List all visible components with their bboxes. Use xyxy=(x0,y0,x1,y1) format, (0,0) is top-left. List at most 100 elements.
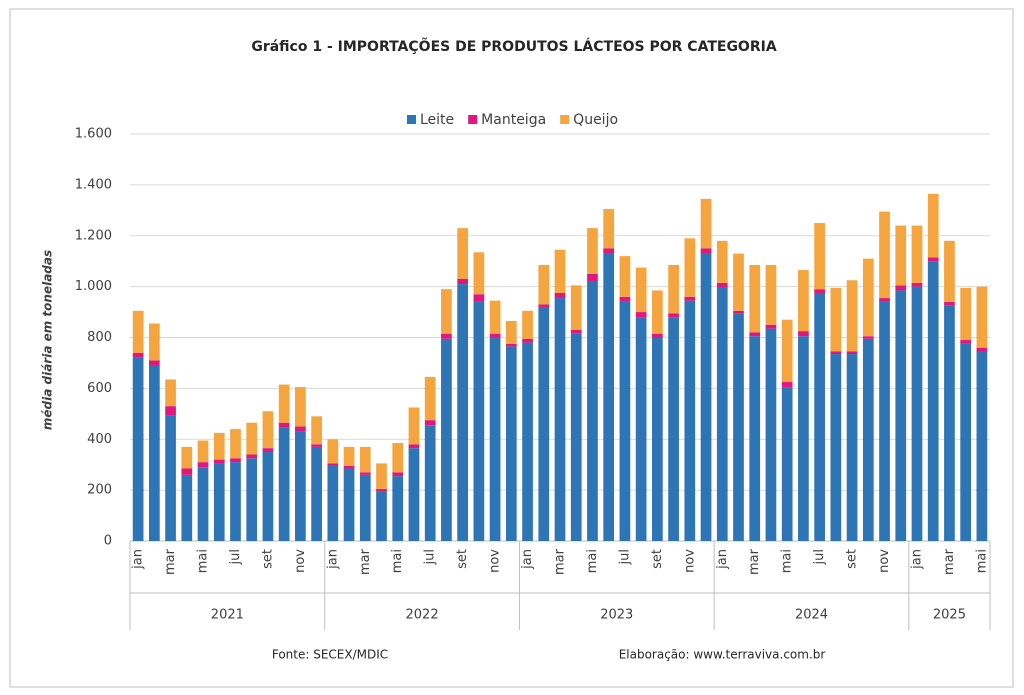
legend-swatch xyxy=(407,115,416,124)
bar-segment xyxy=(846,354,858,541)
y-axis-label: média diária em toneladas xyxy=(41,250,55,430)
bar-segment xyxy=(213,463,225,541)
bar-segment xyxy=(522,338,533,343)
bar-segment xyxy=(522,310,533,339)
x-tick-label: jan xyxy=(520,549,535,570)
bar-segment xyxy=(311,416,322,445)
bar-segment xyxy=(554,298,566,541)
x-tick-label: jul xyxy=(617,549,632,565)
x-tick-label: mai xyxy=(780,549,795,573)
bar-segment xyxy=(895,285,907,291)
bar-segment xyxy=(327,439,339,464)
bar-segment xyxy=(489,337,501,541)
bar-segment xyxy=(213,459,225,464)
bar-segment xyxy=(197,467,209,541)
bar-segment xyxy=(960,340,972,344)
bar-segment xyxy=(181,474,193,541)
bar-segment xyxy=(408,444,420,449)
bar-segment xyxy=(911,286,923,541)
bar-segment xyxy=(879,211,890,299)
bar-segment xyxy=(327,463,339,466)
x-tick-label: mar xyxy=(747,548,762,575)
bar-segment xyxy=(505,346,517,541)
bar-segment xyxy=(505,320,517,344)
legend-swatch xyxy=(468,115,478,124)
bar-segment xyxy=(635,312,647,318)
x-tick-label: jul xyxy=(423,549,438,565)
bar-segment xyxy=(132,310,144,353)
bar-segment xyxy=(700,253,712,541)
bar-segment xyxy=(684,296,696,301)
bar-segment xyxy=(944,301,955,306)
bar-segment xyxy=(765,324,777,329)
bar-segment xyxy=(814,289,825,293)
bar-segment xyxy=(262,451,274,541)
bar-segment xyxy=(879,298,890,302)
bar-segment xyxy=(392,443,404,473)
y-tick-label: 800 xyxy=(87,330,112,345)
bar-segment xyxy=(700,248,712,254)
bar-segment xyxy=(619,296,631,302)
bar-segment xyxy=(181,446,193,469)
bar-segment xyxy=(733,313,744,541)
bar-segment xyxy=(960,287,972,341)
bar-segment xyxy=(862,338,874,541)
bar-segment xyxy=(700,198,712,249)
bar-segment xyxy=(765,328,777,541)
y-tick-label: 1.600 xyxy=(75,127,112,142)
bar-segment xyxy=(684,300,696,541)
x-tick-label: mai xyxy=(196,549,211,573)
x-tick-label: nov xyxy=(682,549,697,573)
bar-segment xyxy=(879,301,890,541)
bar-segment xyxy=(197,462,209,468)
bar-segment xyxy=(197,440,209,463)
bar-segment xyxy=(457,284,468,541)
bar-segment xyxy=(814,292,825,541)
year-label: 2025 xyxy=(933,608,966,623)
bar-segment xyxy=(376,491,387,541)
bar-segment xyxy=(246,422,258,455)
bar-segment xyxy=(862,258,874,337)
bar-segment xyxy=(278,427,290,541)
bar-segment xyxy=(230,462,241,541)
bar-segment xyxy=(441,333,452,339)
x-tick-label: set xyxy=(455,549,470,569)
bar-segment xyxy=(895,290,907,541)
bar-segment xyxy=(733,310,744,314)
bar-segment xyxy=(635,267,647,313)
bar-segment xyxy=(668,317,679,541)
bar-segment xyxy=(132,357,144,541)
bar-segment xyxy=(376,488,387,492)
bar-segment xyxy=(781,319,793,383)
x-tick-label: jan xyxy=(909,549,924,570)
bar-segment xyxy=(781,387,793,541)
year-label: 2021 xyxy=(211,608,244,623)
bar-segment xyxy=(376,463,387,489)
bar-segment xyxy=(749,265,761,333)
x-tick-label: mar xyxy=(553,548,568,575)
bar-segment xyxy=(132,352,144,358)
bar-segment xyxy=(781,382,793,388)
bar-segment xyxy=(295,426,306,432)
bar-segment xyxy=(554,292,566,299)
bar-segment xyxy=(749,332,761,337)
x-tick-label: jan xyxy=(715,549,730,570)
x-tick-label: mar xyxy=(358,548,373,575)
bar-segment xyxy=(911,225,923,283)
x-tick-label: set xyxy=(845,549,860,569)
source: Fonte: SECEX/MDIC xyxy=(272,648,388,662)
bar-segment xyxy=(895,225,907,286)
bar-segment xyxy=(148,360,160,366)
x-tick-label: nov xyxy=(877,549,892,573)
bar-segment xyxy=(927,257,939,262)
bar-segment xyxy=(246,458,258,541)
bar-segment xyxy=(213,432,225,460)
bar-segment xyxy=(960,343,972,541)
bar-segment xyxy=(392,476,404,541)
bar-segment xyxy=(570,329,582,334)
x-tick-label: set xyxy=(650,549,665,569)
bar-segment xyxy=(733,253,744,311)
bar-segment xyxy=(148,365,160,541)
bar-segment xyxy=(570,333,582,541)
legend-label: Manteiga xyxy=(481,112,546,128)
